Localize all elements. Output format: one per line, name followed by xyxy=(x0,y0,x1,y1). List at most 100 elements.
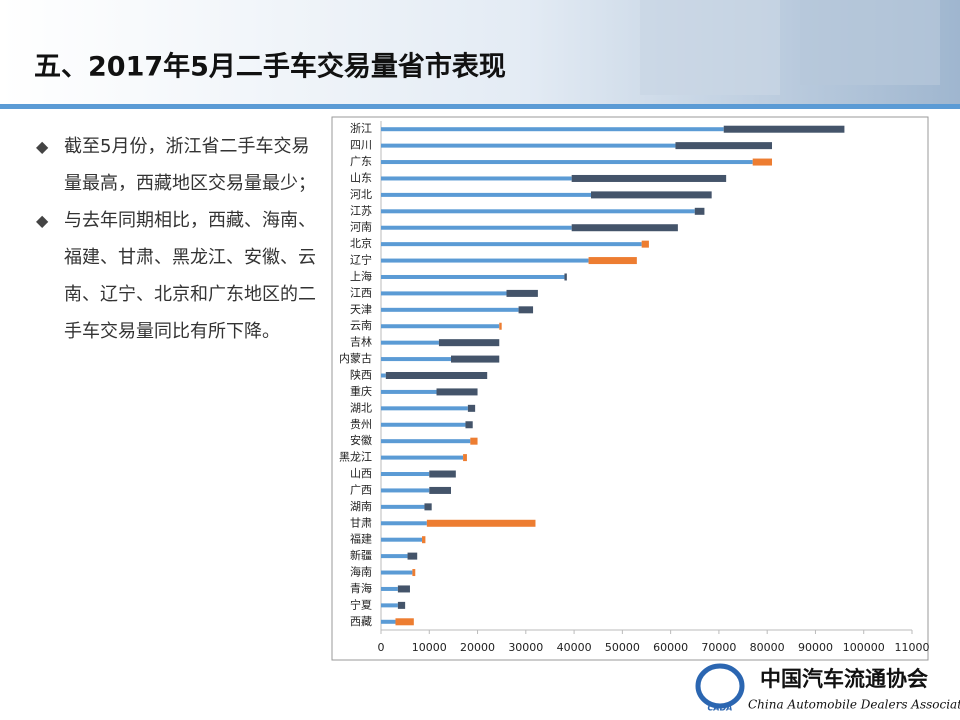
bar xyxy=(381,307,519,312)
bar xyxy=(381,274,565,279)
bar xyxy=(571,174,727,182)
chart-frame xyxy=(331,116,929,661)
bar xyxy=(571,224,678,232)
bullet-list: ◆ 截至5月份，浙江省二手车交易量最高，西藏地区交易量最少； ◆ 与去年同期相比，西藏… xyxy=(36,128,326,350)
x-tick-label: 10000 xyxy=(412,641,447,654)
bar xyxy=(381,258,589,263)
bar xyxy=(381,357,451,362)
bar xyxy=(752,158,773,166)
bullet-marker: ◆ xyxy=(36,211,49,230)
y-tick-label: 重庆 xyxy=(350,384,372,398)
bar xyxy=(564,273,567,281)
header-cube xyxy=(640,0,780,95)
bar xyxy=(723,125,845,133)
bar xyxy=(381,570,413,575)
x-tick-label: 80000 xyxy=(750,641,785,654)
y-tick-label: 广东 xyxy=(350,155,372,168)
y-tick-label: 四川 xyxy=(350,139,372,152)
bar xyxy=(438,339,500,347)
y-tick-label: 江苏 xyxy=(350,204,372,217)
y-tick-label: 西藏 xyxy=(350,615,372,628)
y-tick-label: 山西 xyxy=(350,467,372,480)
slide-title: 五、2017年5月二手车交易量省市表现 xyxy=(34,51,506,83)
bar xyxy=(436,388,478,396)
bar xyxy=(381,537,423,542)
header-cube xyxy=(800,0,940,85)
y-tick-label: 北京 xyxy=(350,236,372,250)
bar xyxy=(381,160,753,165)
bullet: ◆ 与去年同期相比，西藏、海南、福建、甘肃、黑龙江、安徽、云南、辽宁、北京和广东地… xyxy=(36,202,326,350)
bar xyxy=(590,191,712,199)
logo-mark-text: CADA xyxy=(708,704,733,713)
bar xyxy=(465,421,473,429)
bar xyxy=(381,127,724,132)
bar xyxy=(588,257,637,265)
y-tick-label: 河北 xyxy=(350,188,372,201)
y-tick-label: 新疆 xyxy=(350,548,372,562)
y-tick-label: 黑龙江 xyxy=(339,451,372,464)
bar xyxy=(675,142,773,150)
bar xyxy=(381,439,471,444)
y-tick-label: 湖南 xyxy=(350,500,372,513)
bar xyxy=(470,437,478,445)
bar xyxy=(381,586,398,591)
bar xyxy=(397,601,406,609)
bar xyxy=(467,404,476,412)
logo-cn: 中国汽车流通协会 xyxy=(760,667,928,691)
bullet-text: 截至5月份，浙江省二手车交易量最高，西藏地区交易量最少； xyxy=(64,136,316,194)
y-tick-label: 湖北 xyxy=(350,401,372,414)
bar xyxy=(381,521,427,526)
bar xyxy=(381,504,425,509)
y-tick-label: 福建 xyxy=(350,532,372,546)
x-tick-label: 11000 xyxy=(895,641,930,654)
bullet: ◆ 截至5月份，浙江省二手车交易量最高，西藏地区交易量最少； xyxy=(36,128,326,202)
bar xyxy=(381,373,386,378)
bar xyxy=(381,488,430,493)
y-tick-label: 贵州 xyxy=(350,418,372,431)
bar xyxy=(422,536,426,544)
y-tick-label: 辽宁 xyxy=(350,253,372,267)
bar xyxy=(694,207,705,215)
y-tick-label: 浙江 xyxy=(350,122,372,135)
bar xyxy=(381,472,430,477)
x-tick-label: 50000 xyxy=(605,641,640,654)
x-tick-label: 70000 xyxy=(701,641,736,654)
bar xyxy=(412,569,416,577)
bar xyxy=(381,176,572,181)
bar xyxy=(381,619,396,624)
bar xyxy=(385,372,488,379)
bar xyxy=(381,340,439,345)
bar xyxy=(381,603,398,608)
bar xyxy=(397,585,410,593)
logo-mark xyxy=(695,663,745,709)
x-tick-label: 40000 xyxy=(557,641,592,654)
bar xyxy=(450,355,500,363)
y-tick-label: 内蒙古 xyxy=(339,351,372,365)
x-tick-label: 60000 xyxy=(653,641,688,654)
bar xyxy=(381,455,464,460)
y-tick-label: 天津 xyxy=(350,303,372,316)
y-tick-label: 山东 xyxy=(350,171,372,184)
bar xyxy=(426,519,536,527)
x-tick-label: 30000 xyxy=(508,641,543,654)
bar xyxy=(429,486,451,494)
bar xyxy=(407,552,418,560)
bullet-marker: ◆ xyxy=(36,137,49,156)
bar xyxy=(381,406,468,411)
bullet-text: 与去年同期相比，西藏、海南、福建、甘肃、黑龙江、安徽、云南、辽宁、北京和广东地区… xyxy=(64,210,316,342)
bar xyxy=(381,225,572,230)
y-tick-label: 甘肃 xyxy=(350,516,372,529)
bar xyxy=(429,470,456,478)
bar xyxy=(499,322,502,330)
bar xyxy=(381,324,500,329)
y-tick-label: 上海 xyxy=(350,269,372,283)
bar xyxy=(381,291,507,296)
bar xyxy=(506,289,538,297)
bar xyxy=(518,306,534,314)
y-tick-label: 云南 xyxy=(350,319,372,332)
bar xyxy=(641,240,649,248)
y-tick-label: 海南 xyxy=(350,565,372,579)
bar xyxy=(424,503,432,511)
